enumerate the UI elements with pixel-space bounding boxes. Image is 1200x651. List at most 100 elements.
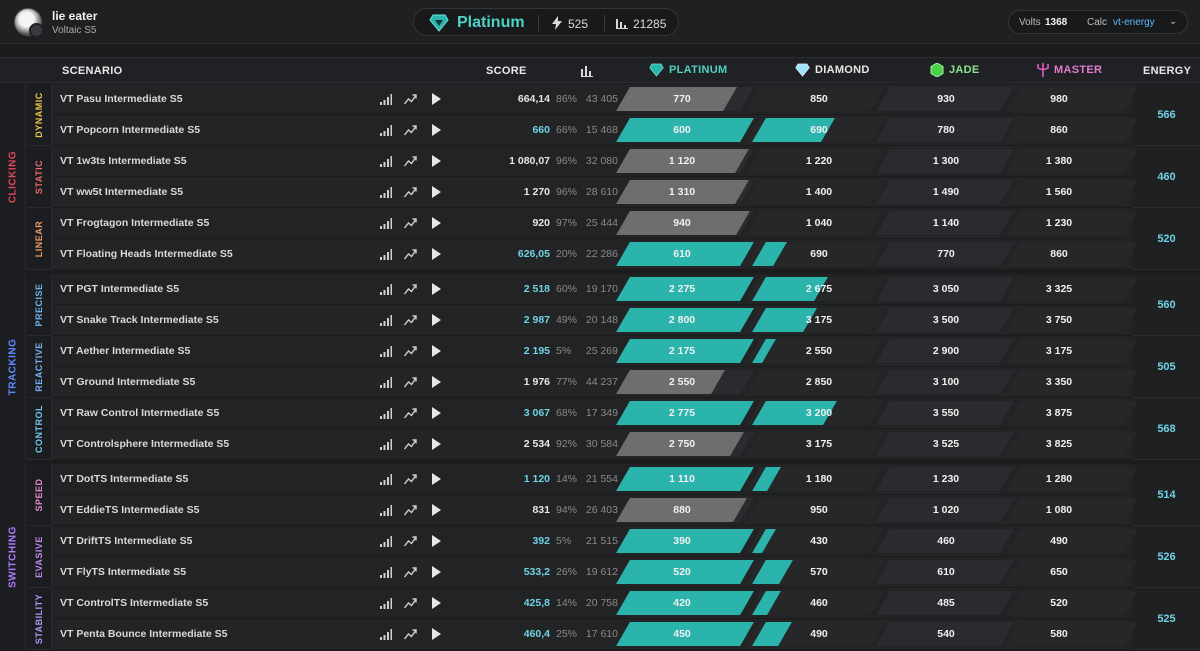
trend-chart-icon[interactable] xyxy=(404,345,417,357)
leaderboard-bars-icon[interactable] xyxy=(380,187,392,198)
header-diamond[interactable]: DIAMOND xyxy=(795,63,870,77)
table-row[interactable]: VT FlyTS Intermediate S5 533,2 26% 19 612 52… xyxy=(52,557,1138,588)
play-icon[interactable] xyxy=(431,248,441,260)
table-row[interactable]: VT Frogtagon Intermediate S5 920 97% 25 444… xyxy=(52,208,1138,239)
leaderboard-bars-icon[interactable] xyxy=(380,474,392,485)
play-icon[interactable] xyxy=(431,186,441,198)
trend-chart-icon[interactable] xyxy=(404,407,417,419)
play-icon[interactable] xyxy=(431,376,441,388)
scenario-name[interactable]: VT Aether Intermediate S5 xyxy=(60,345,191,357)
scenario-name[interactable]: VT ww5t Intermediate S5 xyxy=(60,186,184,198)
table-row[interactable]: VT EddieTS Intermediate S5 831 94% 26 403 88… xyxy=(52,495,1138,526)
scenario-name[interactable]: VT DriftTS Intermediate S5 xyxy=(60,535,193,547)
scenario-name[interactable]: VT PGT Intermediate S5 xyxy=(60,283,180,295)
table-row[interactable]: VT DotTS Intermediate S5 1 120 14% 21 554 1 … xyxy=(52,464,1138,495)
table-row[interactable]: VT Aether Intermediate S5 2 195 5% 25 269 2 … xyxy=(52,336,1138,367)
trend-chart-icon[interactable] xyxy=(404,248,417,260)
leaderboard-bars-icon[interactable] xyxy=(380,284,392,295)
trend-chart-icon[interactable] xyxy=(404,155,417,167)
table-row[interactable]: VT Controlsphere Intermediate S5 2 534 92%… xyxy=(52,429,1138,460)
leaderboard-bars-icon[interactable] xyxy=(380,408,392,419)
play-icon[interactable] xyxy=(431,217,441,229)
calc-value[interactable]: vt-energy xyxy=(1113,17,1155,28)
trend-chart-icon[interactable] xyxy=(404,628,417,640)
play-icon[interactable] xyxy=(431,628,441,640)
table-row[interactable]: VT Raw Control Intermediate S5 3 067 68% 17… xyxy=(52,398,1138,429)
avatar[interactable] xyxy=(14,8,44,38)
scenario-name[interactable]: VT Pasu Intermediate S5 xyxy=(60,93,183,105)
scenario-name[interactable]: VT Ground Intermediate S5 xyxy=(60,376,196,388)
table-row[interactable]: VT DriftTS Intermediate S5 392 5% 21 515 390… xyxy=(52,526,1138,557)
trend-chart-icon[interactable] xyxy=(404,504,417,516)
trend-chart-icon[interactable] xyxy=(404,314,417,326)
leaderboard-bars-icon[interactable] xyxy=(380,346,392,357)
trend-chart-icon[interactable] xyxy=(404,376,417,388)
scenario-name[interactable]: VT Floating Heads Intermediate S5 xyxy=(60,248,233,260)
calc-selector[interactable]: Volts 1368 Calc vt-energy ⌄ xyxy=(1008,10,1188,34)
scenario-name[interactable]: VT Controlsphere Intermediate S5 xyxy=(60,438,230,450)
leaderboard-bars-icon[interactable] xyxy=(380,439,392,450)
leaderboard-bars-icon[interactable] xyxy=(380,598,392,609)
header-platinum[interactable]: PLATINUM xyxy=(649,63,727,77)
play-icon[interactable] xyxy=(431,155,441,167)
table-row[interactable]: VT Popcorn Intermediate S5 660 66% 15 468 60… xyxy=(52,115,1138,146)
leaderboard-bars-icon[interactable] xyxy=(380,218,392,229)
table-row[interactable]: VT Floating Heads Intermediate S5 626,05 2… xyxy=(52,239,1138,270)
leaderboard-bars-icon[interactable] xyxy=(380,536,392,547)
trend-chart-icon[interactable] xyxy=(404,438,417,450)
table-row[interactable]: VT Ground Intermediate S5 1 976 77% 44 237 2… xyxy=(52,367,1138,398)
plays-bars-icon[interactable] xyxy=(581,65,593,77)
leaderboard-bars-icon[interactable] xyxy=(380,94,392,105)
header-scenario[interactable]: SCENARIO xyxy=(62,65,123,77)
trend-chart-icon[interactable] xyxy=(404,93,417,105)
header-energy[interactable]: ENERGY xyxy=(1143,65,1192,77)
scenario-name[interactable]: VT Frogtagon Intermediate S5 xyxy=(60,217,210,229)
trend-chart-icon[interactable] xyxy=(404,283,417,295)
scenario-name[interactable]: VT Popcorn Intermediate S5 xyxy=(60,124,201,136)
header-score[interactable]: SCORE xyxy=(486,65,527,77)
table-row[interactable]: VT 1w3ts Intermediate S5 1 080,07 96% 32 08… xyxy=(52,146,1138,177)
play-icon[interactable] xyxy=(431,314,441,326)
scenario-name[interactable]: VT Penta Bounce Intermediate S5 xyxy=(60,628,228,640)
leaderboard-bars-icon[interactable] xyxy=(380,629,392,640)
leaderboard-bars-icon[interactable] xyxy=(380,125,392,136)
play-icon[interactable] xyxy=(431,93,441,105)
leaderboard-bars-icon[interactable] xyxy=(380,505,392,516)
table-row[interactable]: VT PGT Intermediate S5 2 518 60% 19 170 2 27… xyxy=(52,274,1138,305)
table-row[interactable]: VT ControlTS Intermediate S5 425,8 14% 20 7… xyxy=(52,588,1138,619)
leaderboard-bars-icon[interactable] xyxy=(380,249,392,260)
scenario-name[interactable]: VT Snake Track Intermediate S5 xyxy=(60,314,219,326)
play-icon[interactable] xyxy=(431,473,441,485)
leaderboard-bars-icon[interactable] xyxy=(380,377,392,388)
play-icon[interactable] xyxy=(431,535,441,547)
scenario-name[interactable]: VT DotTS Intermediate S5 xyxy=(60,473,189,485)
chevron-down-icon[interactable]: ⌄ xyxy=(1169,16,1178,27)
trend-chart-icon[interactable] xyxy=(404,597,417,609)
trend-chart-icon[interactable] xyxy=(404,566,417,578)
play-icon[interactable] xyxy=(431,566,441,578)
scenario-name[interactable]: VT 1w3ts Intermediate S5 xyxy=(60,155,187,167)
table-row[interactable]: VT ww5t Intermediate S5 1 270 96% 28 610 1 3… xyxy=(52,177,1138,208)
play-icon[interactable] xyxy=(431,407,441,419)
trend-chart-icon[interactable] xyxy=(404,124,417,136)
table-row[interactable]: VT Penta Bounce Intermediate S5 460,4 25% 1… xyxy=(52,619,1138,650)
play-icon[interactable] xyxy=(431,438,441,450)
trend-chart-icon[interactable] xyxy=(404,473,417,485)
leaderboard-bars-icon[interactable] xyxy=(380,156,392,167)
trend-chart-icon[interactable] xyxy=(404,217,417,229)
scenario-name[interactable]: VT Raw Control Intermediate S5 xyxy=(60,407,220,419)
table-row[interactable]: VT Pasu Intermediate S5 664,14 86% 43 405 77… xyxy=(52,84,1138,115)
scenario-name[interactable]: VT EddieTS Intermediate S5 xyxy=(60,504,200,516)
play-icon[interactable] xyxy=(431,124,441,136)
play-icon[interactable] xyxy=(431,504,441,516)
trend-chart-icon[interactable] xyxy=(404,186,417,198)
table-row[interactable]: VT Snake Track Intermediate S5 2 987 49% 20… xyxy=(52,305,1138,336)
leaderboard-bars-icon[interactable] xyxy=(380,315,392,326)
leaderboard-bars-icon[interactable] xyxy=(380,567,392,578)
play-icon[interactable] xyxy=(431,283,441,295)
scenario-name[interactable]: VT FlyTS Intermediate S5 xyxy=(60,566,187,578)
header-master[interactable]: MASTER xyxy=(1037,63,1102,77)
play-icon[interactable] xyxy=(431,345,441,357)
scenario-name[interactable]: VT ControlTS Intermediate S5 xyxy=(60,597,209,609)
trend-chart-icon[interactable] xyxy=(404,535,417,547)
